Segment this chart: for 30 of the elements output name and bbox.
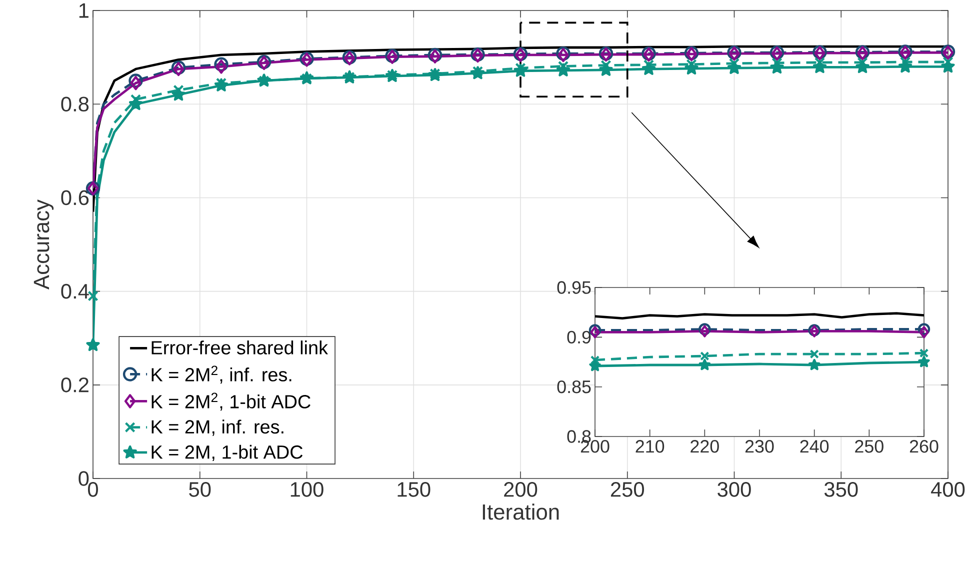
x-tick-label: 100 <box>290 482 324 498</box>
x-tick-label: 150 <box>398 482 430 498</box>
x-tick-label: 250 <box>610 482 644 498</box>
x-tick-label: 400 <box>931 482 965 498</box>
y-tick-label: 0.6 <box>61 190 89 206</box>
y-tick-label: 1 <box>79 4 88 18</box>
y-tick-label: 0 <box>78 471 89 486</box>
x-tick-label: 220 <box>690 440 719 453</box>
legend-label: K = 2M, 1-bit ADC <box>152 445 303 462</box>
x-tick-label: 300 <box>718 482 751 498</box>
x-tick-label: 260 <box>910 440 938 453</box>
x-tick-label: 200 <box>504 482 538 498</box>
x-tick-label: 350 <box>824 482 858 498</box>
legend-label: K = 2M$^{2}$, 1-bit ADC <box>152 392 310 411</box>
y-axis-title: Accuracy <box>34 200 54 290</box>
y-tick-label: 0.4 <box>61 284 89 299</box>
x-tick-label: 50 <box>189 482 211 498</box>
y-tick-label: 0.9 <box>567 331 591 344</box>
x-tick-label: 230 <box>745 440 774 453</box>
y-tick-label: 0.2 <box>61 378 88 393</box>
legend-label: K = 2M$^{2}$, inf. res. <box>152 366 292 384</box>
x-axis-title: Iteration <box>482 504 559 520</box>
x-tick-label: 210 <box>636 440 664 453</box>
x-tick-label: 240 <box>800 440 829 453</box>
x-tick-label: 250 <box>855 440 884 453</box>
y-tick-label: 0.95 <box>557 281 591 294</box>
y-tick-label: 0.85 <box>557 380 591 394</box>
y-tick-label: 0.8 <box>61 96 89 112</box>
legend-label: K = 2M, inf. res. <box>152 420 284 436</box>
legend-label: Error-free shared link <box>152 340 328 355</box>
